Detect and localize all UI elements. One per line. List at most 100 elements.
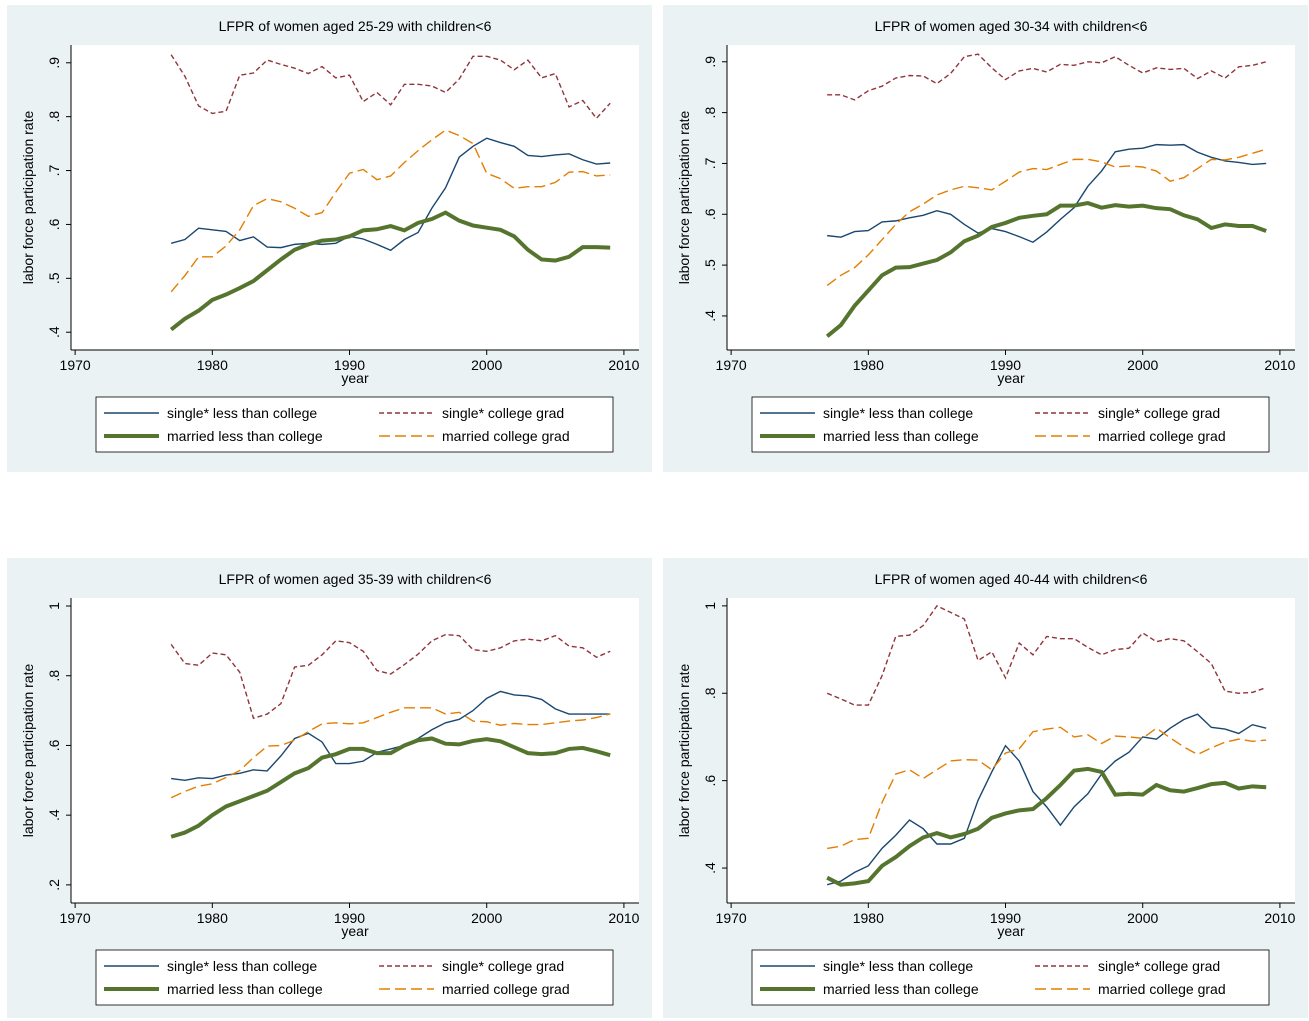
x-axis-label: year — [997, 923, 1025, 939]
y-tick-label: .2 — [46, 879, 62, 891]
y-tick-label: .4 — [702, 310, 718, 322]
legend-label: married college grad — [442, 981, 570, 997]
x-tick-label: 1990 — [990, 357, 1021, 373]
y-tick-label: .8 — [702, 687, 718, 699]
legend-label: married college grad — [1098, 428, 1226, 444]
series-line — [170, 129, 611, 293]
series-line — [826, 604, 1267, 706]
x-tick-label: 2010 — [1264, 910, 1295, 926]
series-line — [169, 210, 611, 332]
legend-label: single* less than college — [823, 405, 973, 421]
chart-title: LFPR of women aged 30-34 with children<6 — [875, 18, 1148, 34]
legend-box — [751, 949, 1270, 1006]
series-line — [171, 690, 611, 782]
legend-box — [751, 396, 1270, 453]
legend-label: single* college grad — [1098, 405, 1220, 421]
y-tick-label: .7 — [702, 157, 718, 169]
series-line — [826, 766, 1267, 887]
x-tick-label: 1970 — [60, 357, 91, 373]
x-tick-label: 1990 — [990, 910, 1021, 926]
y-tick-label: .6 — [702, 775, 718, 787]
y-axis-label: labor force participation rate — [676, 111, 692, 285]
x-axis-label: year — [341, 370, 369, 386]
y-tick-label: .9 — [702, 56, 718, 68]
legend: single* less than college single* college… — [95, 396, 614, 453]
x-tick-label: 1970 — [60, 910, 91, 926]
y-tick-label: .4 — [46, 809, 62, 821]
legend: single* less than college single* college… — [95, 949, 614, 1006]
legend-label: single* less than college — [167, 405, 317, 421]
panel: LFPR of women aged 35-39 with children<6… — [7, 558, 652, 1018]
y-axis-label: labor force participation rate — [20, 111, 36, 285]
x-tick-label: 1990 — [334, 910, 365, 926]
series-line — [170, 633, 611, 720]
x-tick-label: 2010 — [1264, 357, 1295, 373]
y-tick-label: .4 — [46, 326, 62, 338]
legend-label: married less than college — [823, 428, 979, 444]
legend-label: married less than college — [167, 428, 323, 444]
chart-title: LFPR of women aged 25-29 with children<6 — [219, 18, 492, 34]
legend: single* less than college single* college… — [751, 396, 1270, 453]
x-tick-label: 2000 — [1127, 357, 1158, 373]
y-tick-label: .8 — [46, 111, 62, 123]
y-tick-label: .5 — [46, 272, 62, 284]
y-tick-label: 1 — [702, 602, 718, 610]
y-tick-label: .6 — [702, 208, 718, 220]
series-line — [825, 201, 1267, 338]
plot-area — [727, 45, 1295, 350]
series-line — [826, 148, 1267, 287]
panel: LFPR of women aged 40-44 with children<6… — [663, 558, 1308, 1018]
plot-area — [71, 45, 639, 350]
y-tick-label: .9 — [46, 57, 62, 69]
series-line — [170, 707, 611, 799]
series-line — [170, 736, 611, 839]
series-line — [170, 137, 611, 252]
x-tick-label: 1990 — [334, 357, 365, 373]
y-tick-label: .8 — [702, 107, 718, 119]
x-tick-label: 1980 — [853, 910, 884, 926]
legend-label: single* college grad — [442, 958, 564, 974]
x-tick-label: 2000 — [471, 357, 502, 373]
x-tick-label: 2010 — [608, 910, 639, 926]
x-tick-label: 1970 — [716, 357, 747, 373]
y-tick-label: .5 — [702, 259, 718, 271]
legend: single* less than college single* college… — [751, 949, 1270, 1006]
y-tick-label: 1 — [46, 602, 62, 610]
y-tick-label: .8 — [46, 670, 62, 682]
panel: LFPR of women aged 30-34 with children<6… — [663, 5, 1308, 472]
chart-title: LFPR of women aged 40-44 with children<6 — [875, 571, 1148, 587]
panel: LFPR of women aged 25-29 with children<6… — [7, 5, 652, 472]
legend-label: single* college grad — [1098, 958, 1220, 974]
legend-label: single* less than college — [823, 958, 973, 974]
x-tick-label: 2000 — [1127, 910, 1158, 926]
x-axis-label: year — [341, 923, 369, 939]
chart-title: LFPR of women aged 35-39 with children<6 — [219, 571, 492, 587]
y-axis-label: labor force participation rate — [676, 664, 692, 838]
x-tick-label: 1980 — [197, 910, 228, 926]
y-tick-label: .7 — [46, 165, 62, 177]
legend-box — [95, 949, 614, 1006]
legend-box — [95, 396, 614, 453]
legend-label: single* college grad — [442, 405, 564, 421]
legend-label: married college grad — [1098, 981, 1226, 997]
legend-label: married less than college — [167, 981, 323, 997]
x-tick-label: 2000 — [471, 910, 502, 926]
series-line — [827, 53, 1267, 101]
y-axis-label: labor force participation rate — [20, 664, 36, 838]
y-tick-label: .4 — [702, 862, 718, 874]
x-tick-label: 1970 — [716, 910, 747, 926]
x-tick-label: 2010 — [608, 357, 639, 373]
series-line — [827, 726, 1267, 850]
legend-label: single* less than college — [167, 958, 317, 974]
x-axis-label: year — [997, 370, 1025, 386]
series-line — [826, 713, 1267, 886]
legend-label: married less than college — [823, 981, 979, 997]
x-tick-label: 1980 — [853, 357, 884, 373]
series-line — [170, 54, 611, 120]
y-tick-label: .6 — [46, 218, 62, 230]
plot-area — [727, 598, 1295, 903]
legend-label: married college grad — [442, 428, 570, 444]
x-tick-label: 1980 — [197, 357, 228, 373]
